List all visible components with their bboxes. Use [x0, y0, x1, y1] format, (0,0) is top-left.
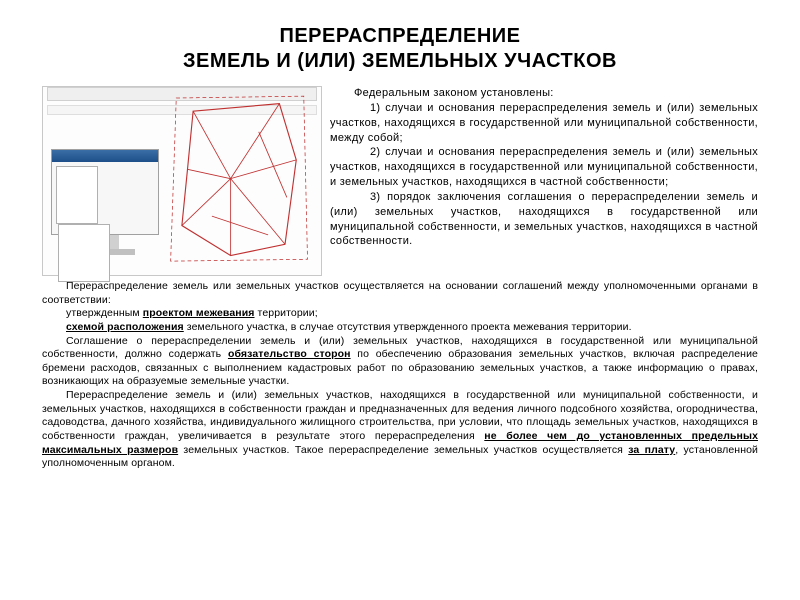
intro-item-2: 2) случаи и основания перераспределения … [330, 145, 758, 190]
body-text: Перераспределение земель или земельных у… [42, 280, 758, 471]
illustration [42, 86, 322, 276]
intro-text: Федеральным законом установлены: 1) случ… [330, 86, 758, 276]
cadastre-plan [165, 91, 315, 271]
intro-lead: Федеральным законом установлены: [330, 86, 758, 101]
monitor-icon [51, 149, 159, 271]
illustration-box [42, 86, 322, 276]
plot-inner-lines [182, 104, 296, 256]
para-2: Соглашение о перераспределении земель и … [42, 335, 758, 390]
title-line-2: ЗЕМЕЛЬ И (ИЛИ) ЗЕМЕЛЬНЫХ УЧАСТКОВ [183, 50, 617, 72]
para-1c: схемой расположения земельного участка, … [42, 321, 758, 335]
intro-item-3: 3) порядок заключения соглашения о перер… [330, 190, 758, 249]
plot-dashed-boundary [171, 96, 308, 261]
para-3: Перераспределение земель и (или) земельн… [42, 389, 758, 471]
para-1b: утвержденным проектом межевания территор… [42, 307, 758, 321]
intro-item-1: 1) случаи и основания перераспределения … [330, 101, 758, 146]
para-1a: Перераспределение земель или земельных у… [42, 280, 758, 307]
page-title: ПЕРЕРАСПРЕДЕЛЕНИЕ ЗЕМЕЛЬ И (ИЛИ) ЗЕМЕЛЬН… [42, 24, 758, 74]
title-line-1: ПЕРЕРАСПРЕДЕЛЕНИЕ [279, 25, 520, 47]
